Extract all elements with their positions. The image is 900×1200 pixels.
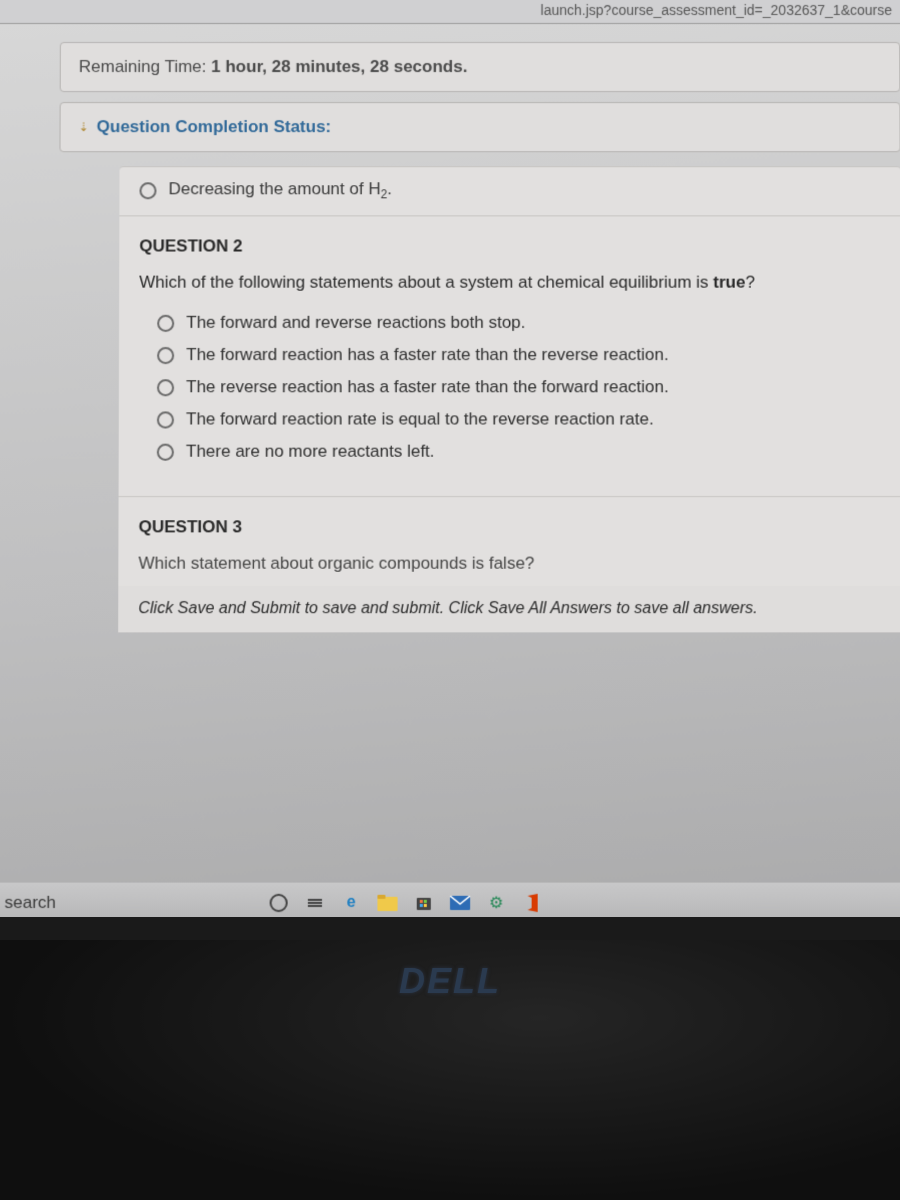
option-text: There are no more reactants left.: [186, 442, 435, 462]
q2-option-4[interactable]: The forward reaction rate is equal to th…: [139, 404, 882, 436]
page-content: Remaining Time: 1 hour, 28 minutes, 28 s…: [0, 42, 900, 633]
settings-gear-icon[interactable]: ⚙: [481, 888, 511, 917]
timer-hours: 1 hour,: [211, 57, 267, 76]
save-submit-note: Click Save and Submit to save and submit…: [118, 586, 900, 632]
browser-url-bar[interactable]: launch.jsp?course_assessment_id=_2032637…: [0, 0, 900, 24]
q2-option-1[interactable]: The forward and reverse reactions both s…: [139, 307, 881, 339]
question-3-prompt: Which statement about organic compounds …: [138, 554, 882, 574]
radio-icon[interactable]: [157, 347, 174, 364]
question-2-heading: QUESTION 2: [139, 237, 881, 257]
questions-panel: Decreasing the amount of H2. QUESTION 2 …: [118, 166, 900, 633]
q2-option-3[interactable]: The reverse reaction has a faster rate t…: [139, 372, 882, 404]
dell-logo: DELL: [399, 960, 501, 1002]
windows-taskbar[interactable]: search e ⚙: [0, 883, 900, 918]
radio-icon[interactable]: [157, 444, 174, 461]
q2-option-5[interactable]: There are no more reactants left.: [139, 436, 882, 468]
q2-option-2[interactable]: The forward reaction has a faster rate t…: [139, 339, 881, 371]
orphan-option-row[interactable]: Decreasing the amount of H2.: [119, 167, 900, 217]
file-explorer-icon[interactable]: [372, 888, 402, 917]
radio-icon[interactable]: [139, 182, 156, 199]
task-view-icon[interactable]: [300, 888, 330, 917]
completion-status-bar[interactable]: ⇣ Question Completion Status:: [59, 102, 900, 152]
timer-minutes: 28 minutes,: [272, 57, 366, 76]
completion-status-label: Question Completion Status:: [97, 117, 332, 137]
radio-icon[interactable]: [157, 379, 174, 396]
timer-bar: Remaining Time: 1 hour, 28 minutes, 28 s…: [60, 42, 900, 92]
option-text: The forward reaction rate is equal to th…: [186, 410, 654, 430]
question-3-heading: QUESTION 3: [139, 518, 882, 538]
laptop-bezel: DELL: [0, 940, 900, 1200]
ms-store-icon[interactable]: [409, 888, 439, 917]
radio-icon[interactable]: [157, 315, 174, 332]
option-text: The forward and reverse reactions both s…: [186, 313, 525, 333]
question-3-block: QUESTION 3 Which statement about organic…: [118, 497, 900, 578]
taskbar-search-label[interactable]: search: [4, 893, 56, 913]
option-text: The reverse reaction has a faster rate t…: [186, 378, 669, 398]
option-text: Decreasing the amount of H2.: [169, 179, 392, 201]
question-2-prompt: Which of the following statements about …: [139, 273, 881, 293]
mail-icon[interactable]: [445, 888, 475, 917]
edge-icon[interactable]: e: [336, 888, 366, 917]
timer-seconds: 28 seconds.: [370, 57, 467, 76]
collapse-toggle-icon[interactable]: ⇣: [79, 120, 89, 134]
timer-label: Remaining Time:: [79, 57, 207, 76]
screenshot-area: launch.jsp?course_assessment_id=_2032637…: [0, 0, 900, 917]
radio-icon[interactable]: [157, 411, 174, 428]
url-text: launch.jsp?course_assessment_id=_2032637…: [541, 2, 892, 18]
cortana-circle-icon[interactable]: [264, 888, 294, 917]
question-2-block: QUESTION 2 Which of the following statem…: [119, 217, 900, 498]
office-icon[interactable]: [518, 888, 548, 917]
option-text: The forward reaction has a faster rate t…: [186, 345, 669, 365]
